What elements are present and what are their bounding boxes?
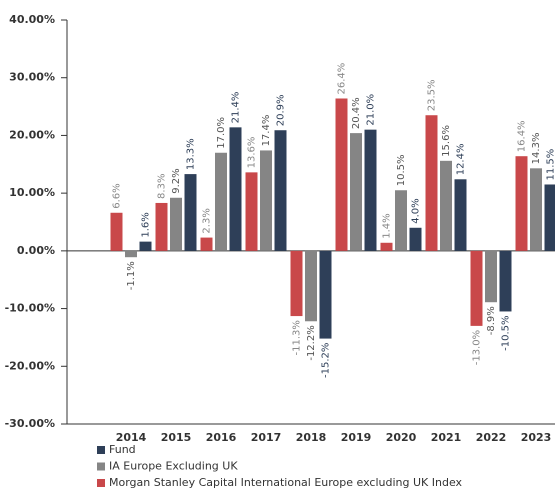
value-label: 12.4% xyxy=(456,144,467,176)
value-label: 17.0% xyxy=(216,117,227,149)
value-label: 13.3% xyxy=(186,138,197,170)
x-tick-label: 2022 xyxy=(476,431,507,444)
bar xyxy=(544,184,555,251)
y-tick-label: 40.00% xyxy=(9,13,55,26)
value-label: -8.9% xyxy=(486,306,497,335)
value-label: 6.6% xyxy=(112,183,123,208)
value-label: 21.0% xyxy=(366,94,377,126)
bar xyxy=(200,237,213,251)
y-tick-label: 10.00% xyxy=(9,186,55,199)
y-tick-label: -30.00% xyxy=(5,417,55,430)
value-label: 13.6% xyxy=(247,137,258,169)
value-label: -12.2% xyxy=(306,325,317,360)
y-tick-label: 20.00% xyxy=(9,128,55,141)
value-label: -13.0% xyxy=(472,330,483,365)
x-tick-label: 2017 xyxy=(251,431,282,444)
bar xyxy=(335,98,348,251)
value-label: 1.4% xyxy=(382,213,393,238)
value-label: -1.1% xyxy=(126,261,137,290)
value-label: 14.3% xyxy=(531,133,542,165)
value-label: 21.4% xyxy=(231,92,242,124)
x-tick-label: 2016 xyxy=(206,431,237,444)
bar xyxy=(440,160,452,251)
x-tick-label: 2014 xyxy=(116,431,147,444)
value-label: 8.3% xyxy=(157,174,168,199)
value-label: -11.3% xyxy=(292,320,303,355)
legend-label: IA Europe Excluding UK xyxy=(109,460,238,473)
bar xyxy=(395,190,407,251)
bar xyxy=(184,174,197,251)
legend-swatch xyxy=(97,479,105,487)
bar xyxy=(305,250,317,322)
bar xyxy=(485,250,497,303)
value-label: 20.4% xyxy=(351,97,362,129)
value-label: 26.4% xyxy=(337,63,348,95)
bar xyxy=(110,212,123,251)
y-tick-label: 30.00% xyxy=(9,71,55,84)
bar xyxy=(274,130,287,251)
bar xyxy=(515,156,528,251)
value-label: 15.6% xyxy=(441,125,452,157)
legend-swatch xyxy=(97,446,105,454)
bar xyxy=(125,250,137,258)
value-label: 4.0% xyxy=(411,198,422,223)
y-tick-label: -10.00% xyxy=(5,302,55,315)
value-label: 20.9% xyxy=(276,94,287,126)
value-label: 17.4% xyxy=(261,115,272,147)
x-tick-label: 2018 xyxy=(296,431,327,444)
bar xyxy=(409,227,422,251)
legend-swatch xyxy=(97,462,105,471)
x-tick-label: 2019 xyxy=(341,431,372,444)
y-tick-label: -20.00% xyxy=(5,359,55,372)
x-tick-label: 2021 xyxy=(431,431,462,444)
bar xyxy=(454,179,467,251)
bar xyxy=(215,152,227,251)
bar xyxy=(380,242,393,251)
bar xyxy=(364,129,377,251)
value-label: 1.6% xyxy=(141,212,152,237)
value-label: 2.3% xyxy=(202,208,213,233)
y-tick-label: 0.00% xyxy=(17,244,55,257)
x-tick-label: 2015 xyxy=(161,431,192,444)
value-label: 10.5% xyxy=(396,154,407,186)
bar xyxy=(530,168,542,251)
bar xyxy=(499,250,512,312)
value-label: 11.5% xyxy=(546,149,555,181)
bar xyxy=(139,241,152,251)
x-tick-label: 2023 xyxy=(521,431,552,444)
bar xyxy=(170,197,182,251)
legend-label: Fund xyxy=(109,443,136,456)
value-label: 9.2% xyxy=(171,168,182,193)
x-tick-label: 2020 xyxy=(386,431,417,444)
value-label: -15.2% xyxy=(321,343,332,378)
value-label: -10.5% xyxy=(501,315,512,350)
legend-label: Morgan Stanley Capital International Eur… xyxy=(109,476,463,489)
bar xyxy=(155,202,168,251)
value-label: 23.5% xyxy=(427,79,438,111)
bar xyxy=(425,115,438,251)
bar xyxy=(245,172,258,251)
value-label: 16.4% xyxy=(517,120,528,152)
bar xyxy=(229,127,242,251)
bar xyxy=(319,250,332,339)
bar xyxy=(470,250,483,326)
bar xyxy=(350,133,362,251)
bar xyxy=(290,250,303,317)
bar xyxy=(260,150,272,251)
